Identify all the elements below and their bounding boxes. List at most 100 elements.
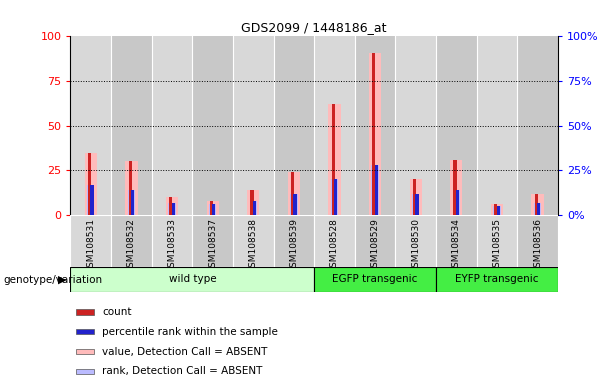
Bar <box>76 309 94 314</box>
Bar <box>233 215 273 267</box>
Bar <box>517 215 558 267</box>
Text: GSM108533: GSM108533 <box>167 218 177 273</box>
Bar <box>87 185 94 215</box>
Bar <box>291 172 294 215</box>
Bar <box>212 204 216 215</box>
Bar <box>192 215 233 267</box>
Bar <box>369 53 381 215</box>
Bar <box>76 329 94 334</box>
Text: GSM108532: GSM108532 <box>127 218 136 273</box>
Bar <box>129 161 132 215</box>
Bar <box>415 194 419 215</box>
Bar <box>314 36 355 215</box>
Bar <box>152 36 192 215</box>
Bar <box>314 215 355 267</box>
Bar <box>355 36 395 215</box>
Text: GSM108537: GSM108537 <box>208 218 217 273</box>
Text: wild type: wild type <box>169 274 216 285</box>
Bar <box>273 36 314 215</box>
Bar <box>250 190 254 215</box>
Bar <box>76 349 94 354</box>
Bar <box>531 194 544 215</box>
Bar <box>253 201 256 215</box>
Text: GSM108538: GSM108538 <box>249 218 257 273</box>
Bar <box>436 215 477 267</box>
Bar <box>152 215 192 267</box>
Text: percentile rank within the sample: percentile rank within the sample <box>102 327 278 337</box>
Bar <box>409 179 422 215</box>
Bar <box>452 190 460 215</box>
Text: EGFP transgenic: EGFP transgenic <box>332 274 418 285</box>
Bar <box>76 369 94 374</box>
Bar <box>497 206 500 215</box>
Bar <box>111 36 151 215</box>
Bar <box>128 190 135 215</box>
Bar <box>375 165 378 215</box>
Text: genotype/variation: genotype/variation <box>3 275 102 285</box>
Bar <box>395 215 436 267</box>
Bar <box>294 194 297 215</box>
Text: rank, Detection Call = ABSENT: rank, Detection Call = ABSENT <box>102 366 262 376</box>
Text: count: count <box>102 307 132 317</box>
Bar <box>88 152 91 215</box>
Bar <box>494 204 497 215</box>
Bar <box>517 36 558 215</box>
Bar <box>210 201 213 215</box>
Bar <box>331 179 338 215</box>
Bar <box>371 165 379 215</box>
Bar <box>535 194 538 215</box>
Bar <box>534 202 541 215</box>
Bar <box>169 197 172 215</box>
Bar <box>332 104 335 215</box>
Bar <box>70 267 314 292</box>
Bar <box>355 215 395 267</box>
Bar <box>249 201 257 215</box>
Bar <box>456 190 459 215</box>
Text: GSM108530: GSM108530 <box>411 218 420 273</box>
Bar <box>207 201 219 215</box>
Bar <box>209 204 216 215</box>
Bar <box>454 160 457 215</box>
Bar <box>70 36 111 215</box>
Bar <box>334 179 337 215</box>
Title: GDS2099 / 1448186_at: GDS2099 / 1448186_at <box>242 21 387 34</box>
Bar <box>85 152 97 215</box>
Bar <box>436 36 477 215</box>
Bar <box>314 267 436 292</box>
Text: GSM108531: GSM108531 <box>86 218 95 273</box>
Bar <box>413 179 416 215</box>
Bar <box>172 202 175 215</box>
Text: GSM108539: GSM108539 <box>289 218 299 273</box>
Bar <box>477 36 517 215</box>
Bar <box>290 194 297 215</box>
Bar <box>287 172 300 215</box>
Text: GSM108535: GSM108535 <box>492 218 501 273</box>
Bar <box>233 36 273 215</box>
Text: value, Detection Call = ABSENT: value, Detection Call = ABSENT <box>102 346 268 356</box>
Bar <box>372 53 376 215</box>
Bar <box>329 104 341 215</box>
Bar <box>90 185 94 215</box>
Bar <box>537 202 541 215</box>
Bar <box>70 215 111 267</box>
Text: GSM108536: GSM108536 <box>533 218 542 273</box>
Bar <box>395 36 436 215</box>
Bar <box>111 215 151 267</box>
Bar <box>491 204 503 215</box>
Bar <box>493 206 501 215</box>
Bar <box>436 267 558 292</box>
Text: GSM108528: GSM108528 <box>330 218 339 273</box>
Bar <box>450 160 462 215</box>
Bar <box>166 197 178 215</box>
Text: EYFP transgenic: EYFP transgenic <box>455 274 539 285</box>
Text: ▶: ▶ <box>58 275 66 285</box>
Bar <box>125 161 137 215</box>
Bar <box>273 215 314 267</box>
Text: GSM108529: GSM108529 <box>371 218 379 273</box>
Bar <box>477 215 517 267</box>
Bar <box>169 202 176 215</box>
Bar <box>192 36 233 215</box>
Bar <box>131 190 134 215</box>
Bar <box>247 190 259 215</box>
Text: GSM108534: GSM108534 <box>452 218 461 273</box>
